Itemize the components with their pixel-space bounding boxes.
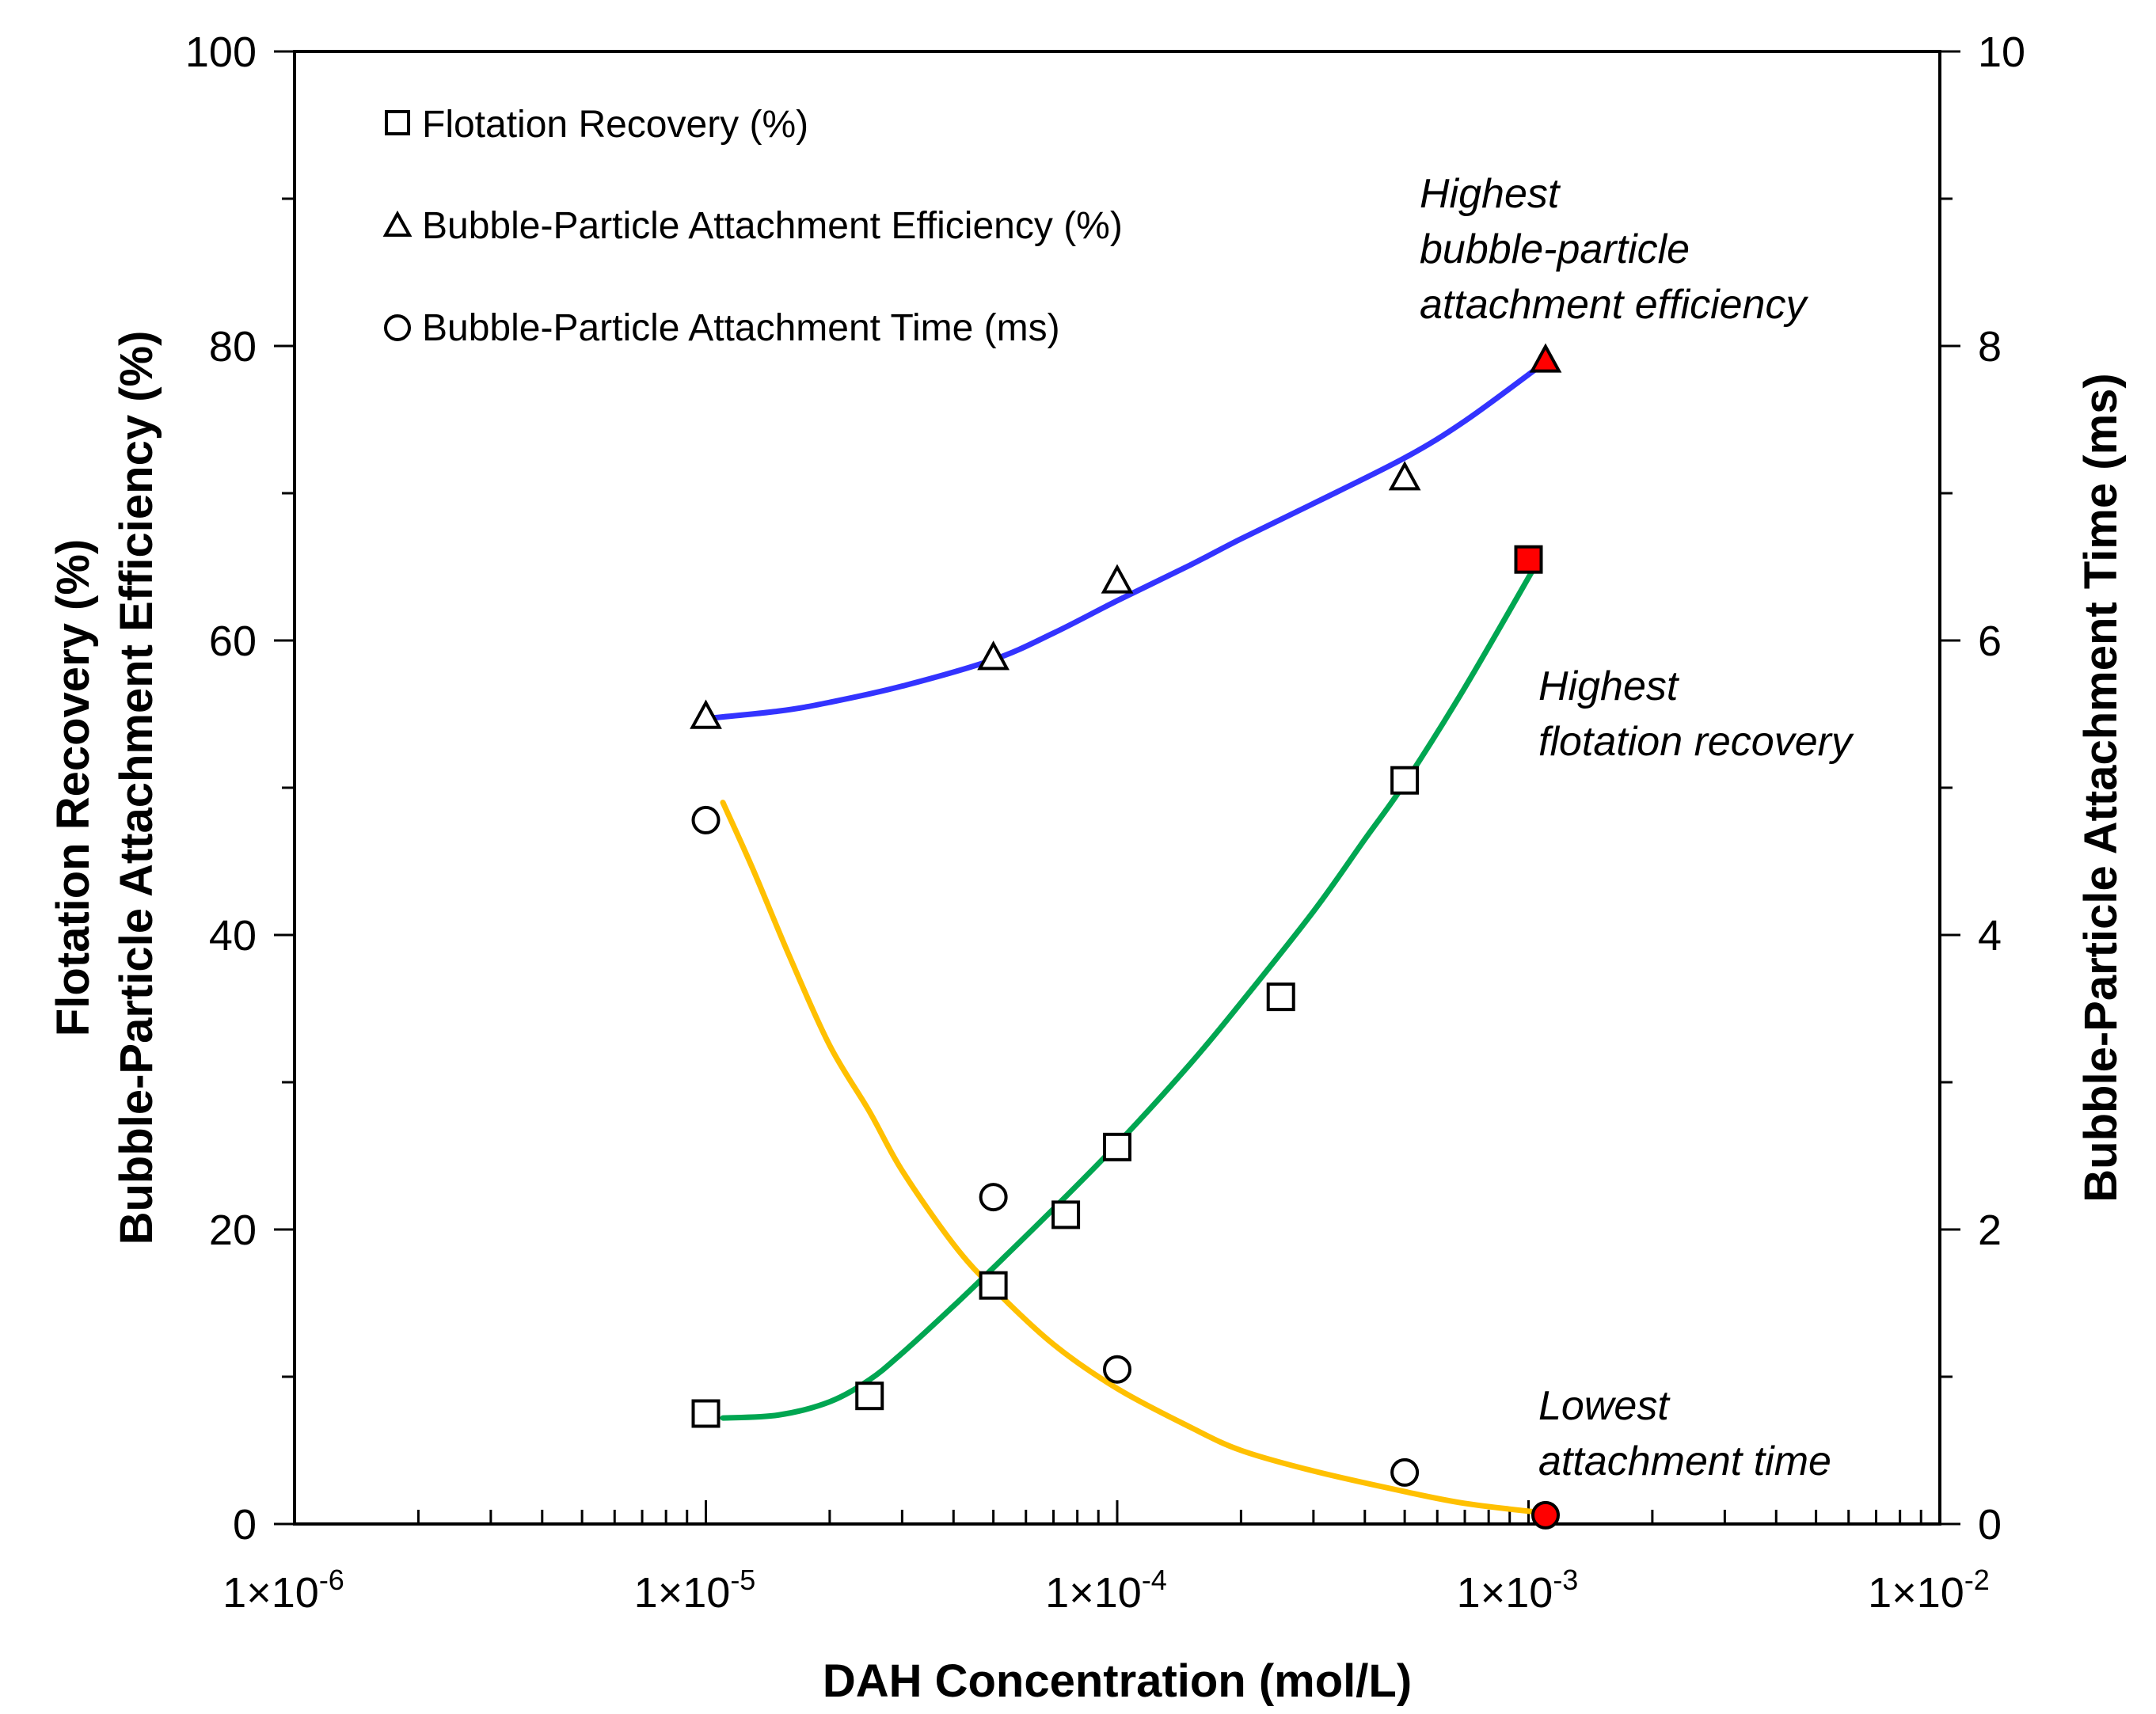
annotation-highest-efficiency: Highest bubble-particle attachment effic… [1420,171,1808,328]
x-tick-label-exponent: -6 [319,1564,344,1596]
annotation-highest-recovery: Highest flotation recovery [1538,663,1854,765]
annotation-highest-efficiency-line3: attachment efficiency [1420,282,1808,328]
y2-tick-label: 8 [1978,323,2002,371]
recovery-point [855,1381,884,1411]
annotation-lowest-time-line2: attachment time [1538,1438,1831,1484]
y-axis-title-line2: Bubble-Particle Attachment Efficiency (%… [111,331,162,1245]
efficiency-point [1101,564,1134,594]
x-tick-label: 1×10-5 [634,1564,756,1617]
attachment-time-point [1531,1500,1561,1530]
x-tick-label: 1×10-6 [222,1564,344,1617]
efficiency-fit-line [703,365,1541,722]
y-tick-label: 0 [233,1501,257,1549]
annotation-highest-efficiency-line1: Highest [1420,171,1561,217]
legend-label-flotation-recovery: Flotation Recovery (%) [422,104,808,146]
annotation-highest-efficiency-line2: bubble-particle [1420,226,1690,272]
efficiency-point [1529,343,1562,373]
y-tick-label: 100 [185,29,257,76]
x-tick-label-exponent: -3 [1553,1564,1578,1596]
annotation-lowest-time-line1: Lowest [1538,1383,1671,1429]
y-tick-label: 60 [209,618,257,665]
data-markers [690,343,1562,1530]
x-tick-label-base: 1×10 [222,1569,319,1617]
recovery-point [1103,1132,1131,1161]
recovery-point [1514,545,1543,574]
y-tick-label: 40 [209,912,257,960]
x-tick-label-base: 1×10 [1457,1569,1553,1617]
recovery-point [1266,982,1295,1012]
x-tick-label-exponent: -2 [1964,1564,1990,1596]
x-tick-label-exponent: -5 [730,1564,755,1596]
x-axis-title: DAH Concentration (mol/L) [823,1655,1412,1707]
x-tick-label-base: 1×10 [1045,1569,1142,1617]
y2-tick-label: 6 [1978,618,2002,665]
y2-axis-title: Bubble-Particle Attachment Time (ms) [2075,373,2127,1202]
annotation-lowest-time: Lowest attachment time [1538,1383,1831,1484]
legend-circle-icon [384,314,411,341]
y-axis-title-line1: Flotation Recovery (%) [48,539,99,1036]
legend-label-attachment-efficiency: Bubble-Particle Attachment Efficiency (%… [422,205,1123,247]
recovery-point [979,1271,1008,1300]
x-tick-label: 1×10-2 [1868,1564,1990,1617]
recovery-point [1390,766,1420,795]
legend-label-attachment-time: Bubble-Particle Attachment Time (ms) [422,307,1060,349]
legend-triangle-icon [382,210,413,237]
attachment-time-point [691,805,721,834]
x-tick-labels: 1×10-6 1×10-5 1×10-4 1×10-3 1×10-2 [222,1564,1990,1617]
recovery-point [691,1399,721,1428]
annotation-highest-recovery-line2: flotation recovery [1538,719,1854,765]
y2-tick-label: 2 [1978,1207,2002,1254]
y2-tick-label: 0 [1978,1501,2002,1549]
y2-tick-label: 10 [1978,29,2025,76]
x-tick-label-base: 1×10 [634,1569,731,1617]
x-tick-label: 1×10-3 [1457,1564,1579,1617]
efficiency-point [690,699,722,729]
axis-ticks [274,50,1960,1526]
x-tick-label-exponent: -4 [1142,1564,1167,1596]
attachment-time-point [1103,1355,1131,1384]
y-tick-labels: 0 20 40 60 80 100 [185,29,257,1549]
legend: Flotation Recovery (%) Bubble-Particle A… [382,104,1123,349]
y-tick-label: 20 [209,1207,257,1254]
attachment-time-point [979,1183,1008,1212]
y2-tick-label: 4 [1978,912,2002,960]
efficiency-point [1388,461,1421,491]
annotation-highest-recovery-line1: Highest [1538,663,1680,709]
x-tick-label-base: 1×10 [1868,1569,1964,1617]
y-tick-label: 80 [209,323,257,371]
attachment-time-point [1390,1457,1420,1487]
efficiency-point [977,640,1010,671]
legend-square-icon [385,110,410,135]
x-tick-label: 1×10-4 [1045,1564,1167,1617]
y2-tick-labels: 0 2 4 6 8 10 [1978,29,2025,1549]
recovery-point [1051,1200,1081,1229]
attachment-time-fit-line [720,800,1541,1515]
